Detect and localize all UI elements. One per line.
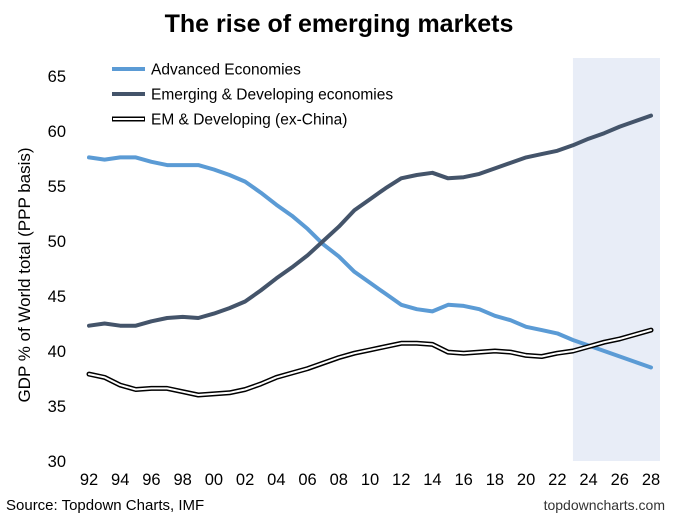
y-axis-label: GDP % of World total (PPP basis) — [15, 147, 34, 402]
x-tick-label: 14 — [423, 471, 441, 489]
x-tick-label: 10 — [361, 471, 379, 489]
y-tick-label: 65 — [48, 68, 66, 86]
y-tick-label: 60 — [48, 123, 66, 141]
legend-label: EM & Developing (ex-China) — [151, 112, 347, 129]
y-tick-label: 45 — [48, 288, 66, 306]
source-note: Source: Topdown Charts, IMF — [6, 497, 204, 514]
x-tick-label: 20 — [517, 471, 535, 489]
x-tick-label: 12 — [392, 471, 410, 489]
series-line-emerging-developing-economies — [87, 113, 653, 328]
y-tick-label: 35 — [48, 398, 66, 416]
legend: Advanced Economies Emerging & Developing … — [112, 62, 393, 129]
x-tick-label: 00 — [205, 471, 223, 489]
series-layer — [86, 113, 654, 398]
chart-title: The rise of emerging markets — [165, 10, 514, 38]
x-axis-ticks: 92 94 96 98 00 02 04 06 08 10 12 14 16 18 20 22 24 26 28 — [80, 471, 660, 489]
y-tick-label: 30 — [48, 453, 66, 471]
x-tick-label: 04 — [267, 471, 285, 489]
x-tick-label: 22 — [548, 471, 566, 489]
y-axis-ticks: 30 35 40 45 50 55 60 65 — [48, 68, 66, 471]
x-tick-label: 18 — [486, 471, 504, 489]
x-tick-label: 06 — [298, 471, 316, 489]
y-tick-label: 55 — [48, 178, 66, 196]
x-tick-label: 24 — [579, 471, 597, 489]
legend-label: Emerging & Developing economies — [151, 87, 393, 104]
brand-watermark: topdowncharts.com — [544, 497, 665, 513]
x-tick-label: 94 — [111, 471, 129, 489]
x-tick-label: 16 — [454, 471, 472, 489]
y-tick-label: 50 — [48, 233, 66, 251]
x-tick-label: 08 — [330, 471, 348, 489]
legend-label: Advanced Economies — [151, 62, 301, 79]
x-tick-label: 92 — [80, 471, 98, 489]
x-tick-label: 26 — [611, 471, 629, 489]
x-tick-label: 98 — [173, 471, 191, 489]
x-tick-label: 96 — [142, 471, 160, 489]
forecast-shading — [572, 58, 660, 461]
series-line-em-developing-ex-china-inner — [88, 329, 652, 396]
x-tick-label: 02 — [236, 471, 254, 489]
x-tick-label: 28 — [642, 471, 660, 489]
series-line-advanced-economies — [87, 155, 653, 370]
y-tick-label: 40 — [48, 343, 66, 361]
